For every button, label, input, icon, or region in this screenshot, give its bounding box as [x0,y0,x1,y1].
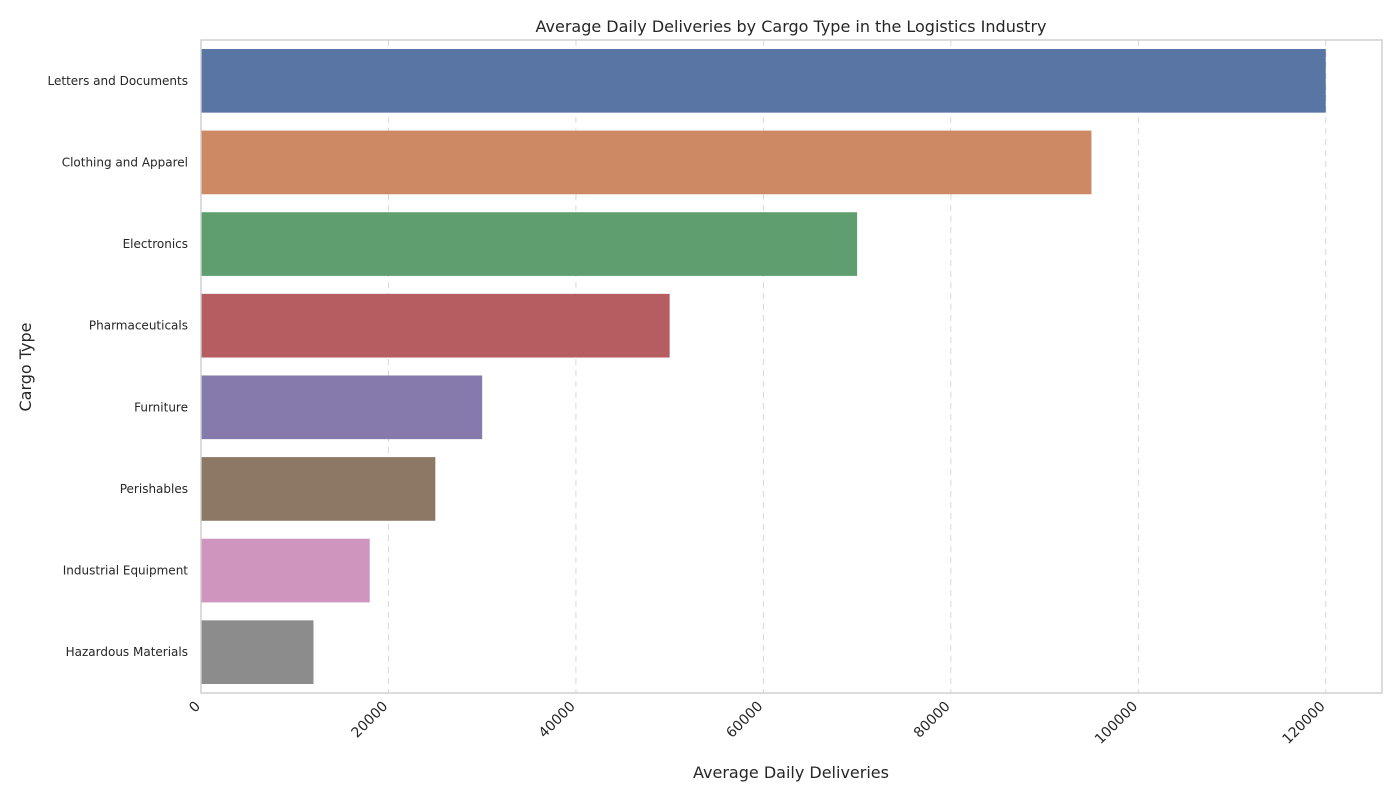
bar [201,212,858,276]
chart-title: Average Daily Deliveries by Cargo Type i… [536,17,1047,36]
bar [201,620,314,685]
y-tick-label: Electronics [123,237,188,251]
x-tick-labels: 0 20000 40000 60000 80000 100000 120000 [186,699,1328,748]
x-tick-label: 40000 [536,699,579,742]
bar [201,538,370,603]
y-tick-label: Industrial Equipment [63,564,189,578]
x-tick-label: 120000 [1279,699,1328,748]
plot-frame [200,39,1383,694]
bars [201,48,1326,685]
y-tick-label: Hazardous Materials [66,645,188,659]
y-tick-label: Furniture [134,400,188,414]
bar [201,375,483,440]
x-tick-label: 100000 [1092,699,1141,748]
y-tick-label: Perishables [120,482,188,496]
bar [201,293,670,358]
y-tick-label: Letters and Documents [48,74,188,88]
y-tick-label: Clothing and Apparel [62,155,188,169]
x-tick-label: 60000 [723,699,766,742]
y-axis-label: Cargo Type [16,322,35,411]
bar [201,130,1092,195]
x-tick-label: 20000 [348,699,391,742]
x-tick-label: 80000 [911,699,954,742]
y-tick-label: Pharmaceuticals [89,319,188,333]
bar [201,48,1326,113]
x-tick-label: 0 [186,699,204,717]
x-axis-label: Average Daily Deliveries [693,763,889,782]
y-tick-labels: Letters and Documents Clothing and Appare… [48,74,189,659]
bar [201,457,436,521]
